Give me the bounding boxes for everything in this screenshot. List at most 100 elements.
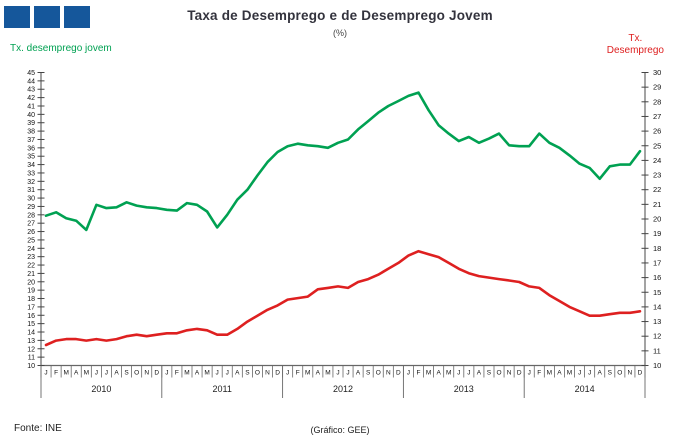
- svg-text:J: J: [467, 370, 470, 377]
- svg-text:20: 20: [27, 279, 35, 286]
- svg-text:M: M: [204, 370, 209, 377]
- svg-text:2013: 2013: [454, 384, 474, 394]
- svg-text:O: O: [617, 370, 622, 377]
- svg-text:M: M: [325, 370, 330, 377]
- svg-text:J: J: [588, 370, 591, 377]
- svg-text:M: M: [184, 370, 189, 377]
- svg-text:15: 15: [653, 288, 661, 297]
- svg-text:J: J: [226, 370, 229, 377]
- svg-text:15: 15: [27, 321, 35, 328]
- svg-text:41: 41: [27, 103, 35, 110]
- logo-square: [64, 6, 90, 28]
- svg-text:A: A: [477, 370, 482, 377]
- svg-text:F: F: [54, 370, 58, 377]
- svg-text:D: D: [396, 370, 401, 377]
- svg-text:30: 30: [27, 196, 35, 203]
- svg-text:31: 31: [27, 187, 35, 194]
- svg-text:F: F: [175, 370, 179, 377]
- svg-text:13: 13: [27, 338, 35, 345]
- svg-text:A: A: [557, 370, 562, 377]
- svg-text:J: J: [44, 370, 47, 377]
- svg-text:A: A: [436, 370, 441, 377]
- svg-text:13: 13: [653, 317, 661, 326]
- svg-text:18: 18: [27, 296, 35, 303]
- svg-text:45: 45: [27, 70, 35, 77]
- svg-text:23: 23: [653, 171, 661, 180]
- svg-text:J: J: [165, 370, 168, 377]
- logo: [4, 6, 90, 28]
- svg-text:28: 28: [27, 212, 35, 219]
- right-axis-series-label: Tx. Desemprego: [607, 33, 664, 57]
- chart-subtitle: (%): [333, 28, 347, 38]
- svg-text:A: A: [195, 370, 200, 377]
- svg-text:2014: 2014: [575, 384, 595, 394]
- logo-square: [34, 6, 60, 28]
- svg-text:42: 42: [27, 95, 35, 102]
- svg-text:O: O: [134, 370, 139, 377]
- svg-text:A: A: [235, 370, 240, 377]
- svg-text:12: 12: [653, 332, 661, 341]
- svg-text:A: A: [316, 370, 321, 377]
- svg-text:35: 35: [27, 154, 35, 161]
- svg-text:M: M: [547, 370, 552, 377]
- svg-text:N: N: [386, 370, 391, 377]
- left-axis-series-label: Tx. desemprego jovem: [10, 43, 112, 54]
- svg-text:25: 25: [27, 237, 35, 244]
- svg-text:11: 11: [28, 355, 35, 362]
- svg-text:A: A: [114, 370, 119, 377]
- svg-text:23: 23: [27, 254, 35, 261]
- svg-text:F: F: [296, 370, 300, 377]
- svg-text:36: 36: [27, 145, 35, 152]
- svg-text:21: 21: [27, 271, 35, 278]
- right-axis-series-label-line1: Tx.: [628, 33, 643, 44]
- svg-text:M: M: [426, 370, 431, 377]
- svg-text:A: A: [356, 370, 361, 377]
- svg-text:24: 24: [27, 246, 35, 253]
- logo-square: [4, 6, 30, 28]
- svg-text:14: 14: [27, 330, 35, 337]
- svg-text:22: 22: [653, 185, 661, 194]
- chart-title: Taxa de Desemprego e de Desemprego Jovem: [187, 8, 493, 23]
- svg-text:19: 19: [27, 288, 35, 295]
- svg-text:O: O: [376, 370, 381, 377]
- svg-text:37: 37: [27, 137, 35, 144]
- svg-text:M: M: [63, 370, 68, 377]
- svg-text:J: J: [578, 370, 581, 377]
- svg-text:34: 34: [27, 162, 35, 169]
- svg-text:O: O: [497, 370, 502, 377]
- svg-text:20: 20: [653, 215, 661, 224]
- svg-text:2010: 2010: [91, 384, 111, 394]
- svg-text:2012: 2012: [333, 384, 353, 394]
- svg-text:D: D: [275, 370, 280, 377]
- svg-text:D: D: [638, 370, 643, 377]
- svg-text:27: 27: [653, 112, 661, 121]
- svg-text:16: 16: [653, 273, 661, 282]
- svg-text:S: S: [366, 370, 371, 377]
- svg-text:N: N: [144, 370, 149, 377]
- svg-text:10: 10: [653, 361, 661, 370]
- svg-text:M: M: [446, 370, 451, 377]
- svg-text:12: 12: [27, 346, 35, 353]
- unemployment-line: [44, 249, 642, 347]
- svg-text:27: 27: [27, 221, 35, 228]
- svg-text:M: M: [84, 370, 89, 377]
- svg-text:11: 11: [653, 346, 661, 355]
- svg-text:S: S: [608, 370, 613, 377]
- svg-text:25: 25: [653, 141, 661, 150]
- svg-text:M: M: [567, 370, 572, 377]
- svg-text:S: S: [487, 370, 492, 377]
- svg-text:O: O: [255, 370, 260, 377]
- svg-text:A: A: [598, 370, 603, 377]
- svg-text:14: 14: [653, 302, 661, 311]
- svg-text:N: N: [628, 370, 633, 377]
- source-note: Fonte: INE: [14, 423, 62, 434]
- svg-text:F: F: [537, 370, 541, 377]
- svg-text:32: 32: [27, 179, 35, 186]
- svg-text:J: J: [216, 370, 219, 377]
- svg-text:10: 10: [27, 363, 35, 370]
- svg-text:D: D: [517, 370, 522, 377]
- svg-text:F: F: [417, 370, 421, 377]
- svg-text:J: J: [286, 370, 289, 377]
